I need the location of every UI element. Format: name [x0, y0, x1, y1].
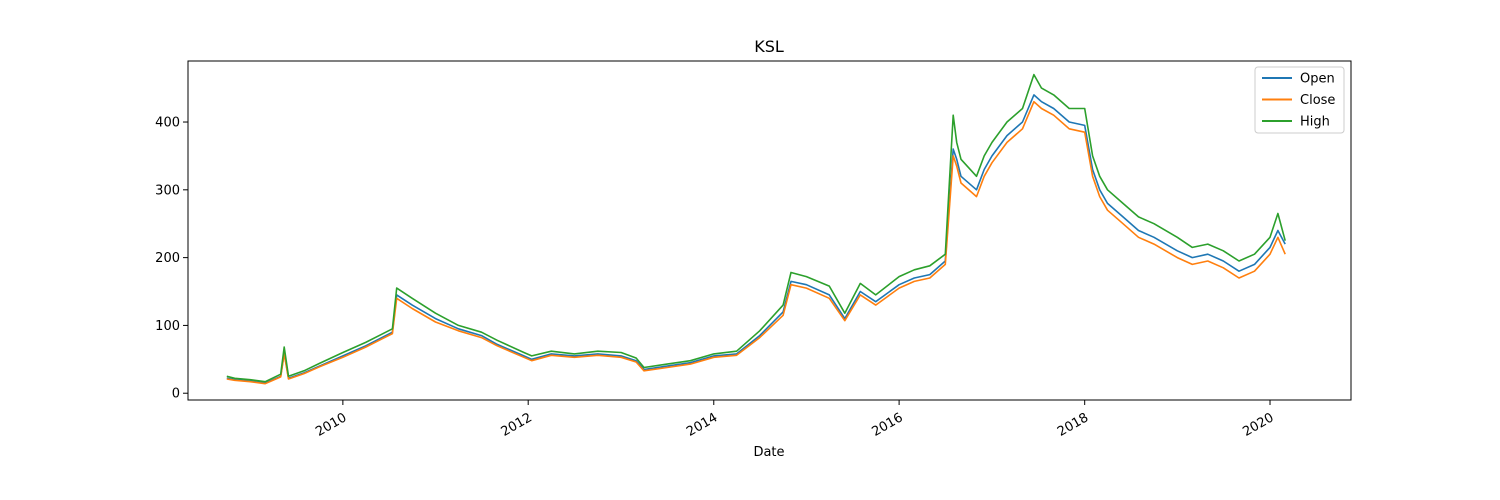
legend-label-open: Open — [1300, 72, 1335, 87]
series-line-close — [226, 100, 1286, 385]
y-tick-label: 200 — [155, 251, 180, 266]
x-tick-label: 2012 — [499, 410, 535, 440]
x-axis-label: Date — [753, 445, 784, 460]
y-tick-label: 100 — [155, 319, 180, 334]
y-tick-label: 300 — [155, 183, 180, 198]
legend: Open Close High — [1254, 66, 1345, 134]
legend-label-close: Close — [1300, 93, 1335, 108]
legend-box — [1254, 66, 1345, 134]
x-tick-label: 2010 — [313, 410, 349, 440]
x-tick-label: 2014 — [684, 410, 720, 440]
series-lines — [226, 73, 1286, 385]
y-tick-label: 0 — [172, 387, 180, 402]
series-line-high — [226, 73, 1286, 383]
x-tick-label: 2018 — [1055, 410, 1091, 440]
y-axis: 0 100 200 300 400 — [155, 116, 188, 402]
y-tick-label: 400 — [155, 116, 180, 131]
plot-area — [187, 60, 1352, 401]
legend-label-high: High — [1300, 115, 1330, 130]
x-tick-label: 2020 — [1240, 410, 1276, 440]
chart-title: KSL — [754, 37, 784, 56]
x-tick-label: 2016 — [869, 410, 905, 440]
x-axis: 2010 2012 2014 2016 2018 2020 — [313, 400, 1277, 440]
